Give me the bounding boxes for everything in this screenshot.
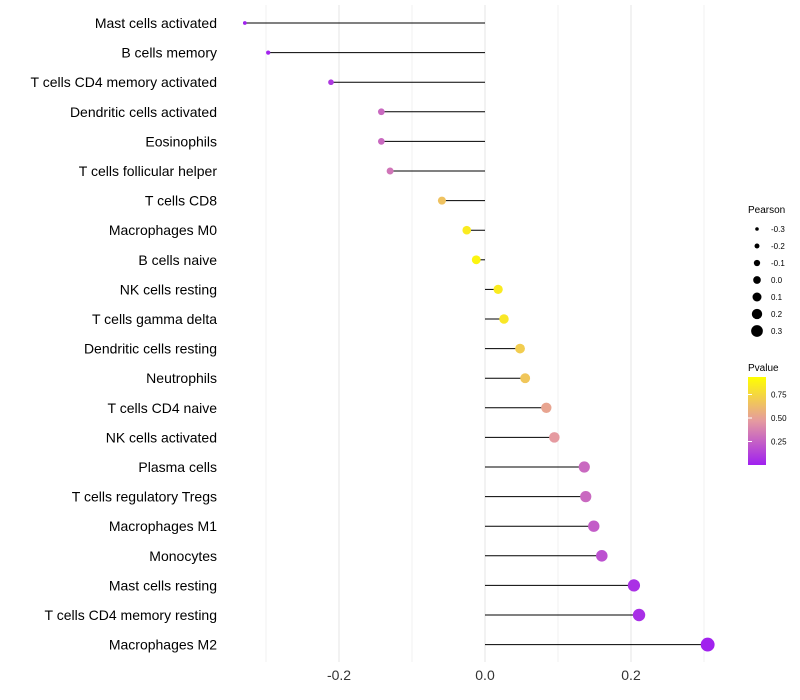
legend-size-dot <box>753 276 761 284</box>
point <box>588 520 600 532</box>
point <box>627 579 641 592</box>
point <box>700 637 715 652</box>
category-label: Macrophages M2 <box>109 637 217 653</box>
category-label: T cells CD8 <box>145 193 217 209</box>
point <box>377 108 385 116</box>
point <box>632 608 646 622</box>
legend-color-label: 0.75 <box>771 391 787 400</box>
legend-size-dot <box>752 292 762 302</box>
category-label: Monocytes <box>149 548 217 564</box>
point <box>437 196 446 205</box>
point <box>328 79 334 86</box>
category-label: Dendritic cells resting <box>84 341 217 357</box>
point <box>549 432 560 443</box>
point <box>493 284 503 295</box>
legend-color-label: 0.25 <box>771 438 787 447</box>
point <box>515 343 525 354</box>
legend-size-dot <box>755 227 759 231</box>
category-label: Eosinophils <box>145 133 217 149</box>
point <box>462 225 472 235</box>
legend-size-label: -0.2 <box>771 242 785 251</box>
legend-color-title: Pvalue <box>748 363 779 374</box>
category-label: B cells memory <box>121 45 217 61</box>
point <box>377 138 385 145</box>
category-label: T cells follicular helper <box>79 163 218 179</box>
legend-size-label: 0.0 <box>771 276 783 285</box>
category-label: T cells regulatory Tregs <box>72 489 217 505</box>
category-label: Macrophages M1 <box>109 518 217 534</box>
legend-size-label: 0.1 <box>771 293 783 302</box>
category-label: Mast cells activated <box>95 15 217 31</box>
category-label: NK cells activated <box>106 429 217 445</box>
legend-color-label: 0.50 <box>771 414 787 423</box>
legend-size-label: 0.2 <box>771 310 783 319</box>
category-label: B cells naive <box>138 252 217 268</box>
category-label: T cells gamma delta <box>92 311 217 327</box>
category-label: T cells CD4 naive <box>108 400 218 416</box>
point <box>242 21 247 25</box>
point <box>541 402 552 413</box>
category-label: NK cells resting <box>120 281 217 297</box>
category-label: Plasma cells <box>138 459 217 475</box>
point <box>386 167 394 175</box>
legend-size-label: 0.3 <box>771 327 783 336</box>
legend-size-dot <box>751 325 763 337</box>
category-label: T cells CD4 memory resting <box>45 607 217 623</box>
category-label: Dendritic cells activated <box>70 104 217 120</box>
point <box>580 490 592 503</box>
pvalue-colorbar <box>748 377 766 465</box>
legend-size-dot <box>754 243 760 249</box>
point <box>266 50 271 55</box>
legend-size-title: Pearson <box>748 205 785 216</box>
point <box>471 255 481 265</box>
category-label: Neutrophils <box>146 370 217 386</box>
point <box>499 314 509 324</box>
category-label: T cells CD4 memory activated <box>31 74 217 90</box>
legend-size-label: -0.1 <box>771 259 785 268</box>
x-tick-label: 0.2 <box>621 667 641 683</box>
point <box>578 461 590 473</box>
x-tick-label: 0.0 <box>475 667 495 683</box>
point <box>596 550 608 562</box>
category-label: Mast cells resting <box>109 577 217 593</box>
legend-size-dot <box>751 308 763 320</box>
legend-size-label: -0.3 <box>771 225 785 234</box>
x-tick-label: -0.2 <box>327 667 351 683</box>
point <box>520 373 531 384</box>
category-label: Macrophages M0 <box>109 222 217 238</box>
legend-size-dot <box>753 259 761 267</box>
